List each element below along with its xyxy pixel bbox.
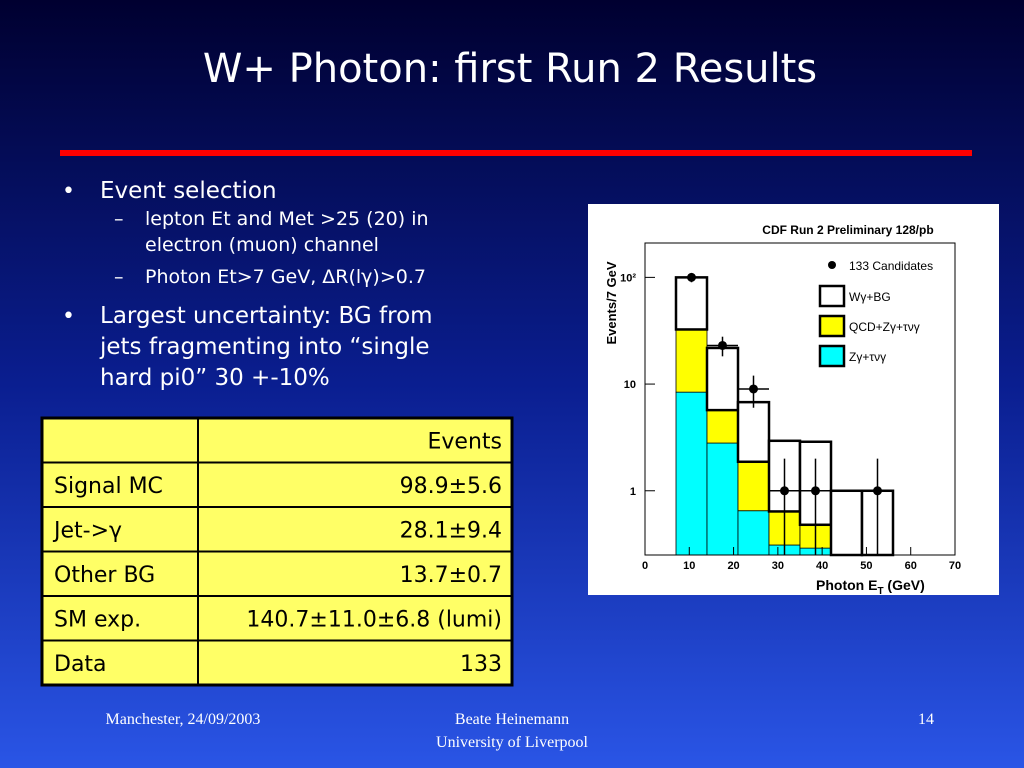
- bullet-dot: •: [62, 179, 75, 204]
- histogram-bar: [706, 442, 739, 556]
- data-point: [687, 272, 696, 282]
- x-tick-label: 60: [905, 560, 917, 572]
- sub-bullet-text: lepton Et and Met >25 (20) in: [145, 208, 429, 230]
- legend-label: 133 Candidates: [849, 259, 933, 273]
- table-cell: Other BG: [54, 563, 155, 588]
- table-header: Events: [428, 429, 503, 454]
- table-cell: Signal MC: [54, 474, 163, 499]
- x-tick-label: 10: [683, 560, 695, 572]
- table-cell: 140.7±11.0±6.8 (lumi): [246, 607, 502, 632]
- table-cell: 13.7±0.7: [400, 563, 502, 588]
- table-cell: SM exp.: [54, 607, 141, 632]
- sub-dash: –: [114, 266, 124, 288]
- bullet-text: Event selection: [100, 178, 277, 204]
- footer-right: 14: [918, 711, 934, 728]
- data-point: [873, 486, 882, 496]
- x-axis-label: Photon ET (GeV): [816, 577, 925, 597]
- data-point: [811, 486, 820, 496]
- x-tick-label: 70: [949, 560, 961, 572]
- chart: CDF Run 2 Preliminary 128/pb 1 10 10² 0 10 20 3…: [604, 223, 961, 597]
- legend-label: Zγ+τνγ: [849, 350, 886, 364]
- histogram-bar: [706, 409, 739, 444]
- legend-swatch: [818, 314, 846, 338]
- x-tick-label: 30: [772, 560, 784, 572]
- title-rule: [60, 150, 972, 156]
- sub-bullet-text: Photon Et>7 GeV, ΔR(lγ)>0.7: [145, 266, 426, 288]
- legend-swatch: [818, 344, 846, 368]
- y-axis-label: Events/7 GeV: [604, 261, 619, 344]
- y-tick-label: 1: [630, 486, 636, 498]
- x-tick-label: 40: [816, 560, 828, 572]
- x-tick-label: 20: [727, 560, 739, 572]
- table-cell: Data: [54, 652, 107, 677]
- data-point: [718, 340, 727, 350]
- y-tick-label: 10²: [620, 272, 636, 284]
- bullet-dot: •: [62, 304, 75, 329]
- bullet-text: Largest uncertainty: BG from: [100, 303, 433, 329]
- legend-label: Wγ+BG: [849, 290, 891, 304]
- footer-center: Beate Heinemann: [455, 711, 569, 728]
- table-cell: 98.9±5.6: [400, 474, 502, 499]
- footer-left: Manchester, 24/09/2003: [106, 711, 261, 728]
- histogram-bar: [737, 461, 770, 512]
- table-cell: Jet->γ: [52, 518, 122, 543]
- histogram-bar: [674, 276, 709, 331]
- x-tick-label: 0: [642, 560, 648, 572]
- histogram-bar: [736, 400, 771, 464]
- chart-title: CDF Run 2 Preliminary 128/pb: [762, 223, 933, 237]
- data-point: [780, 486, 789, 496]
- bullets: • Event selection– lepton Et and Met >25 (…: [62, 178, 433, 391]
- x-tick-label: 50: [860, 560, 872, 572]
- table-cell: 133: [460, 652, 502, 677]
- legend-marker: [828, 261, 836, 269]
- footer-center: University of Liverpool: [436, 734, 589, 751]
- x-axis-label-part: T: [877, 586, 883, 597]
- y-tick-label: 10: [624, 379, 636, 391]
- sub-dash: –: [114, 208, 124, 230]
- table-cell: 28.1±9.4: [400, 518, 502, 543]
- histogram-bar: [737, 510, 770, 556]
- plot-frame: [644, 242, 956, 556]
- legend-swatch: [818, 284, 846, 308]
- x-axis-label-part: (GeV): [884, 577, 925, 593]
- slide-title: W+ Photon: first Run 2 Results: [203, 46, 817, 92]
- table: Events Signal MC 98.9±5.6 Jet->γ 28.1±9.4 Oth…: [40, 416, 514, 687]
- histogram-bar: [829, 489, 864, 557]
- data-point: [749, 384, 758, 394]
- histogram-bar: [675, 329, 708, 393]
- histogram-bar: [675, 391, 708, 556]
- histogram-bar: [705, 346, 740, 412]
- sub-bullet-text: electron (muon) channel: [145, 234, 379, 256]
- bullet-text: jets fragmenting into “single: [99, 334, 430, 360]
- bullet-text: hard pi0” 30 +-10%: [100, 365, 330, 391]
- x-axis-label-part: Photon E: [816, 577, 877, 593]
- legend-label: QCD+Zγ+τνγ: [849, 320, 920, 334]
